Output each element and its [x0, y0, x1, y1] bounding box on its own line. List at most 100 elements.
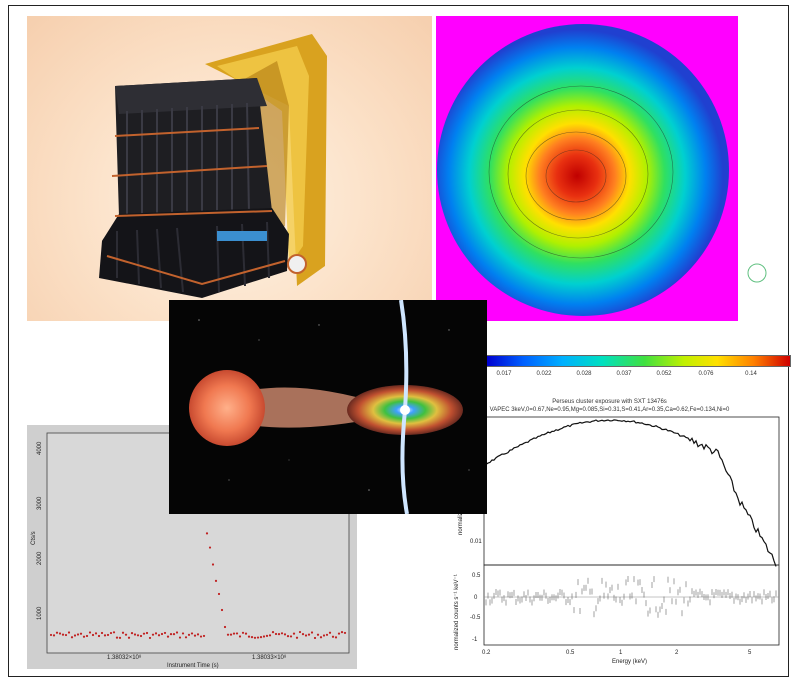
lightcurve-point	[214, 579, 218, 582]
lightcurve-point	[310, 631, 314, 634]
lightcurve-point	[205, 532, 209, 535]
lightcurve-point	[88, 631, 92, 634]
lightcurve-point	[154, 632, 158, 635]
lightcurve-point	[256, 636, 260, 639]
lightcurve-point	[55, 631, 59, 634]
lightcurve-point	[127, 636, 131, 639]
spectrum-plot: Perseus cluster exposure with SXT 13476s…	[432, 395, 787, 671]
small-circle-marker	[747, 263, 767, 283]
colorbar-strip	[486, 355, 791, 367]
spectrum-ylabel-bottom: normalized counts s⁻¹ keV⁻¹	[454, 574, 460, 650]
lightcurve-ytick: 1000	[37, 606, 43, 620]
lightcurve-point	[145, 631, 149, 635]
lightcurve-ytick: 3000	[37, 496, 43, 510]
lightcurve-points	[49, 532, 347, 640]
spectrum-xtick: 5	[748, 650, 752, 656]
lightcurve-point	[229, 633, 233, 636]
spectrum-residuals	[485, 576, 777, 618]
lightcurve-point	[259, 636, 263, 639]
lightcurve-ylabel: Cts/s	[31, 531, 37, 545]
lightcurve-point	[325, 633, 329, 636]
lightcurve-point	[223, 625, 227, 629]
lightcurve-xlabel: Instrument Time (s)	[167, 663, 219, 669]
lightcurve-point	[187, 633, 191, 636]
lightcurve-point	[169, 633, 173, 636]
lightcurve-point	[148, 636, 152, 640]
lightcurve-point	[181, 632, 185, 635]
lightcurve-point	[193, 634, 197, 637]
lightcurve-point	[175, 631, 179, 634]
colorbar-tick: 0.017	[496, 371, 512, 377]
lightcurve-point	[244, 632, 248, 635]
lightcurve-point	[133, 633, 137, 636]
lightcurve-point	[280, 632, 284, 635]
lightcurve-point	[106, 633, 110, 637]
spectrum-ytick-bottom: 0	[474, 595, 478, 601]
spectrum-subtitle: VAPEC 3keV,0=0.67,Ne=0.95,Mg=0.085,Si=0.…	[489, 407, 730, 413]
satellite-instrument-photo	[27, 16, 432, 321]
companion-star	[189, 370, 265, 446]
spectrum-ytick-bottom: -0.5	[470, 615, 481, 621]
lightcurve-point	[331, 635, 335, 638]
lightcurve-point	[286, 635, 290, 638]
lightcurve-ytick: 4000	[37, 441, 43, 455]
lightcurve-point	[343, 631, 347, 635]
lightcurve-point	[199, 635, 203, 638]
lightcurve-point	[292, 632, 296, 635]
lightcurve-point	[61, 633, 65, 636]
lightcurve-point	[313, 636, 317, 640]
spectrum-ytick-top: 0.01	[470, 539, 482, 545]
lightcurve-point	[301, 633, 305, 636]
spectrum-curve	[483, 419, 777, 567]
lightcurve-point	[112, 631, 116, 634]
lightcurve-point	[283, 633, 287, 636]
lightcurve-point	[97, 634, 101, 638]
lightcurve-point	[232, 632, 236, 635]
lightcurve-point	[178, 636, 182, 639]
spectrum-xtick: 0.5	[566, 650, 575, 656]
lightcurve-point	[304, 634, 308, 637]
lightcurve-point	[196, 633, 200, 636]
lightcurve-point	[151, 633, 155, 636]
lightcurve-point	[337, 632, 341, 635]
lightcurve-point	[82, 635, 86, 638]
lightcurve-point	[76, 633, 80, 636]
lightcurve-point	[241, 631, 245, 634]
spectrum-xtick: 2	[675, 650, 679, 656]
lightcurve-point	[91, 633, 95, 637]
lightcurve-point	[253, 636, 257, 639]
lightcurve-point	[67, 631, 71, 634]
lightcurve-point	[268, 634, 272, 637]
lightcurve-point	[295, 636, 299, 639]
heatmap-disk	[437, 24, 729, 316]
lightcurve-point	[316, 633, 320, 636]
lightcurve-point	[220, 608, 224, 612]
lightcurve-point	[202, 634, 206, 638]
colorbar-tick: 0.14	[745, 371, 757, 377]
colorbar-tick: 0.052	[656, 371, 672, 377]
lightcurve-point	[319, 636, 323, 639]
colorbar-tick: 0.028	[576, 371, 592, 377]
lightcurve-point	[103, 634, 107, 637]
lightcurve-point	[142, 632, 146, 635]
lightcurve-point	[226, 633, 230, 636]
spectrum-xtick: 1	[619, 650, 623, 656]
lightcurve-point	[265, 634, 269, 637]
lightcurve-xtick: 1.38032×10⁸	[107, 654, 142, 661]
heatmap-graphic	[437, 24, 729, 316]
colorbar-tick: 0.076	[698, 371, 714, 377]
spectrum-xlabel: Energy (keV)	[612, 659, 647, 665]
lightcurve-point	[307, 633, 311, 636]
lightcurve-point	[85, 634, 89, 638]
lightcurve-point	[73, 634, 77, 637]
colorbar-tick: 0.022	[536, 371, 552, 377]
lightcurve-point	[109, 631, 113, 635]
image-frame	[8, 5, 789, 677]
spectrum-ylabel-top: normalized	[458, 506, 464, 535]
lightcurve-point	[100, 631, 104, 635]
lightcurve-xtick: 1.38033×10⁸	[252, 654, 287, 661]
lightcurve-point	[277, 633, 281, 636]
lightcurve-point	[298, 630, 302, 634]
lightcurve-point	[262, 635, 266, 638]
lightcurve-point	[52, 634, 56, 637]
